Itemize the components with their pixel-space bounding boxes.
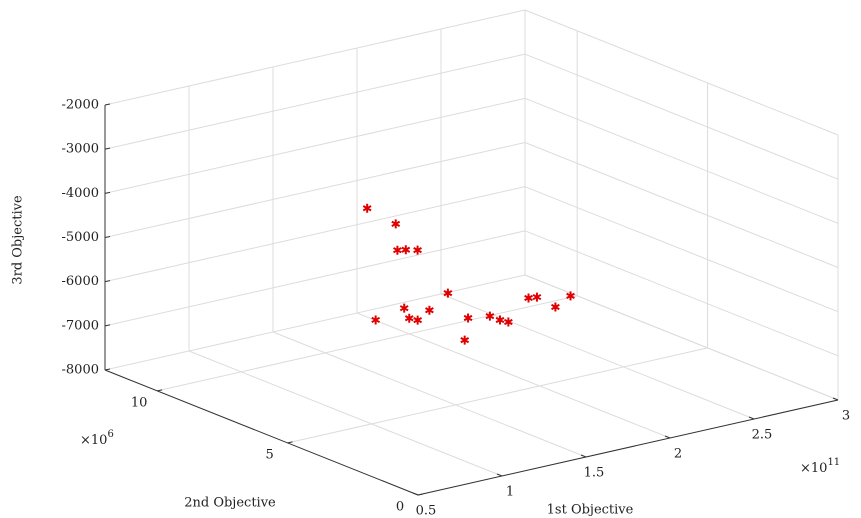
data-point <box>443 288 453 298</box>
grid-line <box>188 350 503 477</box>
grid-line <box>524 53 839 180</box>
grid-line <box>524 97 839 224</box>
data-point <box>524 293 533 303</box>
grid-line <box>524 230 839 357</box>
data-point <box>413 245 422 255</box>
grid-line <box>287 347 708 444</box>
data-point <box>503 317 513 327</box>
grid-line <box>104 274 526 371</box>
y-scale-base: ×10 <box>80 433 107 448</box>
tick-mark <box>104 191 111 194</box>
data-point <box>485 311 495 321</box>
grid-line <box>524 274 839 401</box>
data-point <box>425 305 434 315</box>
data-point <box>463 313 473 323</box>
z-tick-label: -7000 <box>62 318 99 333</box>
tick-mark <box>157 389 163 392</box>
tick-mark <box>104 280 111 283</box>
grid-line <box>272 331 587 458</box>
y-tick-label: 10 <box>131 395 148 410</box>
data-point <box>460 335 470 345</box>
grid-line <box>104 186 526 283</box>
y-tick-label: 0 <box>396 500 404 515</box>
data-point <box>413 315 423 325</box>
tick-mark <box>104 103 111 106</box>
data-point <box>371 315 381 325</box>
grid-line <box>524 186 839 313</box>
grid-line <box>104 142 526 238</box>
y-tick-label: 5 <box>265 447 273 462</box>
data-point <box>399 303 409 313</box>
x-scale: ×1011 <box>800 457 840 476</box>
x-tick-label: 2 <box>674 447 682 462</box>
x-tick-label: 1 <box>506 485 514 500</box>
z-tick-label: -5000 <box>62 230 99 245</box>
data-point <box>532 292 542 302</box>
tick-mark <box>748 416 755 420</box>
data-point <box>495 315 505 325</box>
x-tick-label: 3 <box>842 409 850 424</box>
z-tick-label: -3000 <box>62 142 99 157</box>
grid-line <box>104 97 526 194</box>
tick-mark <box>412 492 419 496</box>
grid-line <box>157 295 578 392</box>
data-point <box>391 219 401 229</box>
tick-mark <box>496 473 503 477</box>
x-scale-exp: 11 <box>827 457 840 468</box>
grid-line <box>104 9 526 106</box>
tick-mark <box>664 435 671 439</box>
grid-line <box>356 312 671 439</box>
tick-mark <box>104 236 111 238</box>
grid-line <box>440 293 755 420</box>
x-tick-label: 1.5 <box>584 466 605 481</box>
z-tick-label: -6000 <box>62 274 99 289</box>
tick-mark <box>104 147 111 150</box>
data-point <box>404 313 414 323</box>
axis-line <box>417 399 839 496</box>
z-tick-label: -4000 <box>62 186 99 201</box>
tick-mark <box>104 324 111 327</box>
data-point <box>551 302 560 312</box>
y-scale-exp: 6 <box>107 429 113 440</box>
grid-line <box>524 9 839 136</box>
x-axis-label: 1st Objective <box>547 503 634 518</box>
data-point <box>362 203 372 213</box>
axis-line <box>104 369 419 496</box>
z-axis-label: 3rd Objective <box>11 195 26 285</box>
y-axis-label: 2nd Objective <box>184 496 276 511</box>
x-tick-label: 2.5 <box>752 428 773 443</box>
data-point <box>401 245 411 255</box>
z-tick-label: -2000 <box>62 98 99 113</box>
grid-line <box>104 53 526 150</box>
grid-line <box>104 230 526 327</box>
tick-mark <box>104 368 111 371</box>
tick-mark <box>580 454 587 458</box>
grid-line <box>524 142 839 268</box>
tick-mark <box>417 493 424 496</box>
tick-mark <box>832 397 839 401</box>
x-scale-base: ×10 <box>800 461 827 476</box>
tick-mark <box>287 441 293 444</box>
y-scale: ×106 <box>80 429 114 448</box>
data-point <box>566 291 575 301</box>
data-point <box>393 245 402 255</box>
z-tick-label: -8000 <box>62 363 99 378</box>
x-tick-label: 0.5 <box>416 504 437 518</box>
